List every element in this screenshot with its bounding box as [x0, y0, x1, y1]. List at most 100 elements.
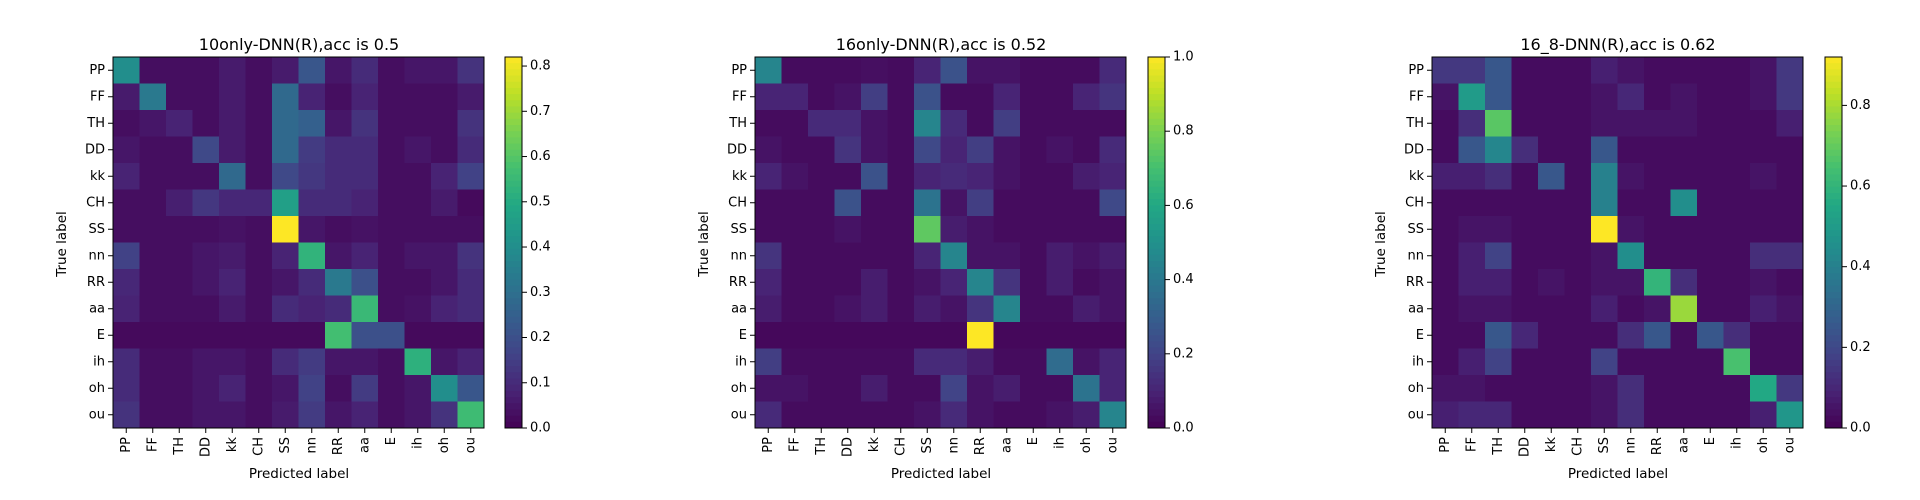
colorbar-segment: [1825, 335, 1842, 342]
heatmap-cell: [834, 375, 862, 402]
colorbar-segment: [505, 316, 522, 324]
y-tick-label: aa: [731, 301, 747, 316]
heatmap-cell: [808, 269, 835, 296]
heatmap-cell: [457, 83, 485, 111]
heatmap-cell: [1670, 348, 1698, 376]
colorbar-segment: [505, 205, 522, 213]
colorbar-segment: [1825, 143, 1842, 151]
heatmap-cell: [834, 57, 862, 84]
colorbar-segment: [1148, 397, 1165, 404]
x-tick-label: RR: [331, 437, 346, 455]
heatmap-cell: [1020, 242, 1047, 270]
heatmap-cell: [219, 242, 246, 270]
heatmap-cell: [1046, 57, 1074, 84]
heatmap-cell: [1432, 83, 1459, 111]
colorbar-segment: [1825, 378, 1842, 386]
heatmap-cell: [378, 322, 405, 349]
heatmap-cell: [1046, 216, 1074, 243]
colorbar-segment: [505, 118, 522, 126]
heatmap-cell: [1697, 216, 1724, 243]
heatmap-cell: [1617, 216, 1645, 243]
heatmap-cell: [1046, 322, 1074, 349]
heatmap-cell: [755, 163, 782, 190]
heatmap-cell: [1099, 83, 1127, 111]
heatmap-cell: [887, 189, 915, 217]
colorbar-segment: [1825, 261, 1842, 268]
colorbar-segment: [1825, 186, 1842, 194]
heatmap-cell: [457, 163, 485, 190]
heatmap-cell: [351, 163, 379, 190]
y-tick-label: DD: [1404, 142, 1424, 157]
colorbar-segment: [505, 390, 522, 398]
axes-frame: [754, 56, 1127, 429]
heatmap-cell: [781, 375, 809, 402]
colorbar-segment: [1148, 186, 1165, 194]
colorbar-segment: [1825, 155, 1842, 163]
heatmap-cell: [1485, 57, 1512, 84]
colorbar-segment: [505, 174, 522, 182]
heatmap-cell: [1046, 136, 1074, 164]
heatmap-cell: [1099, 136, 1127, 164]
heatmap-cell: [1046, 348, 1074, 376]
colorbar-segment: [505, 162, 522, 169]
heatmap-cell: [834, 295, 862, 323]
heatmap-cell: [1750, 216, 1777, 243]
colorbar-segment: [1825, 304, 1842, 312]
y-tick-label: TH: [1405, 116, 1424, 131]
colorbar-segment: [1825, 180, 1842, 188]
heatmap-cell: [404, 242, 432, 270]
heatmap-cell: [272, 136, 299, 164]
heatmap-cell: [298, 348, 326, 376]
heatmap-cell: [457, 57, 485, 84]
heatmap-cell: [1617, 348, 1645, 376]
heatmap-cell: [245, 242, 273, 270]
y-axis-label: True label: [54, 211, 70, 278]
heatmap-cell: [940, 163, 968, 190]
x-tick-label: kk: [1544, 437, 1559, 453]
heatmap-cell: [431, 163, 458, 190]
heatmap-cell: [431, 375, 458, 402]
heatmap-cell: [1073, 295, 1100, 323]
y-tick-label: CH: [86, 195, 105, 210]
heatmap-cell: [1564, 322, 1592, 349]
heatmap-cell: [325, 322, 352, 349]
heatmap-cell: [378, 110, 405, 137]
heatmap-cell: [967, 163, 994, 190]
heatmap-cell: [1591, 189, 1618, 217]
heatmap-cell: [861, 348, 888, 376]
colorbar-segment: [1825, 137, 1842, 145]
heatmap-cell: [1697, 295, 1724, 323]
heatmap-cell: [139, 322, 167, 349]
heatmap-cell: [940, 401, 968, 429]
heatmap-cell: [887, 269, 915, 296]
heatmap-cell: [887, 375, 915, 402]
heatmap-cell: [1020, 57, 1047, 84]
heatmap-cell: [887, 216, 915, 243]
heatmap-cell: [993, 348, 1021, 376]
heatmap-cell: [755, 216, 782, 243]
colorbar-tick-label: 0.5: [530, 194, 551, 209]
heatmap-cell: [940, 110, 968, 137]
heatmap-cell: [993, 401, 1021, 429]
heatmap-cell: [1432, 375, 1459, 402]
x-tick-label: CH: [893, 437, 908, 456]
heatmap-cell: [808, 189, 835, 217]
heatmap-cell: [1697, 136, 1724, 164]
colorbar-segment: [505, 81, 522, 89]
heatmap-cell: [914, 348, 941, 376]
heatmap-cell: [1750, 375, 1777, 402]
colorbar-segment: [1148, 137, 1165, 145]
heatmap-cell: [245, 269, 273, 296]
panel-title: 10only-DNN(R),acc is 0.5: [199, 35, 399, 54]
heatmap-cell: [1670, 295, 1698, 323]
heatmap-cell: [1697, 83, 1724, 111]
heatmap-cell: [1073, 322, 1100, 349]
x-tick-label: RR: [1650, 437, 1665, 455]
colorbar-segment: [1148, 316, 1165, 324]
heatmap-cell: [1020, 295, 1047, 323]
heatmap-cell: [861, 189, 888, 217]
y-tick-label: ou: [1408, 407, 1424, 422]
colorbar-segment: [1825, 421, 1842, 429]
x-axis-label: Predicted label: [249, 466, 349, 482]
heatmap-cell: [298, 295, 326, 323]
